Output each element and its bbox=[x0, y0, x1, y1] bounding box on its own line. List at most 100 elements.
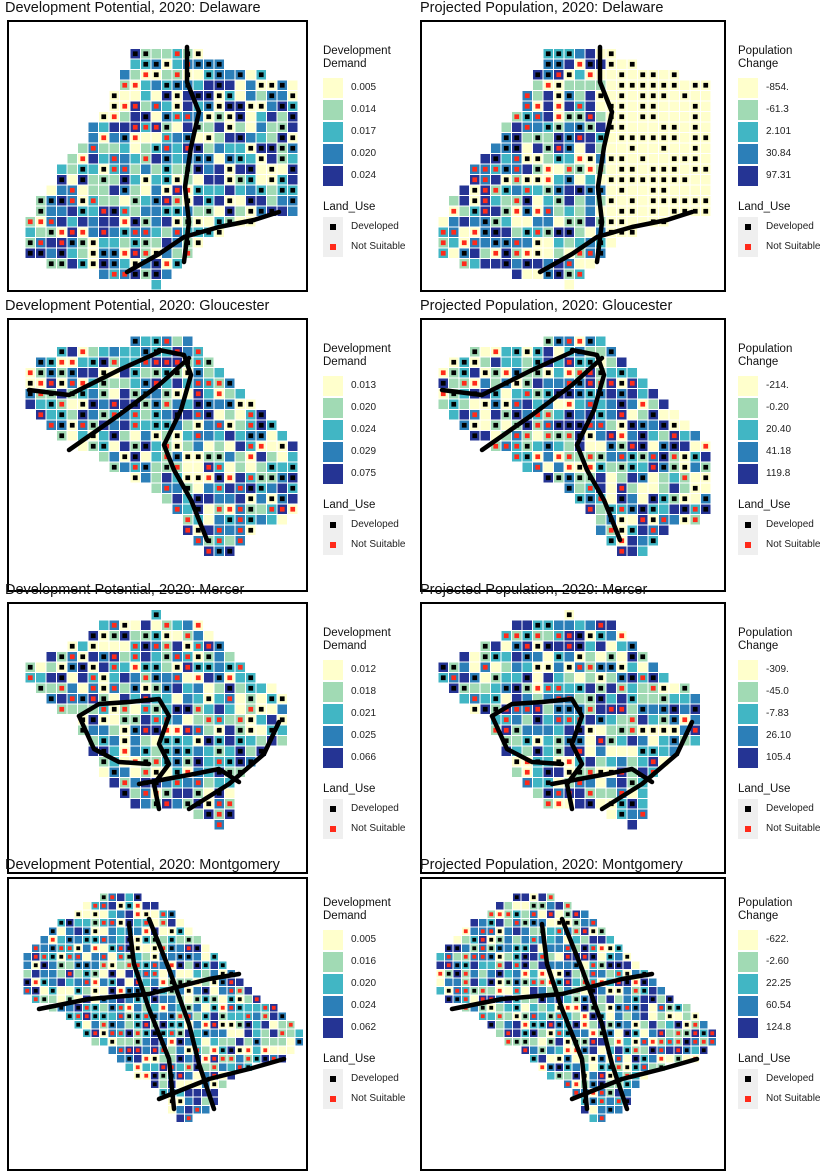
developed-marker bbox=[59, 349, 65, 355]
developed-marker bbox=[27, 240, 33, 246]
grid-cell bbox=[575, 694, 585, 704]
grid-cell bbox=[615, 1029, 623, 1037]
grid-cell bbox=[521, 987, 529, 995]
developed-marker bbox=[503, 250, 509, 256]
developed-marker bbox=[451, 401, 457, 407]
grid-cell bbox=[67, 704, 77, 714]
not-suitable-marker bbox=[127, 963, 132, 968]
developed-marker bbox=[143, 380, 149, 386]
grid-cell bbox=[108, 927, 116, 935]
developed-marker bbox=[67, 1014, 72, 1019]
developed-marker bbox=[279, 145, 285, 151]
legend-swatch bbox=[323, 682, 343, 702]
not-suitable-marker bbox=[451, 229, 457, 235]
grid-cell bbox=[501, 196, 511, 206]
panel-title: Development Potential, 2020: Gloucester bbox=[5, 298, 270, 314]
grid-cell bbox=[585, 259, 595, 269]
not-suitable-marker bbox=[93, 980, 98, 985]
not-suitable-marker bbox=[169, 1031, 174, 1036]
developed-marker bbox=[523, 1014, 528, 1019]
grid-cell bbox=[659, 431, 669, 441]
developed-marker bbox=[27, 664, 33, 670]
legend-row: -45.0 bbox=[738, 681, 818, 703]
grid-cell bbox=[581, 1055, 589, 1063]
developed-marker bbox=[84, 929, 89, 934]
grid-cell bbox=[141, 80, 151, 90]
gloucester-grid bbox=[438, 336, 711, 556]
not-suitable-marker bbox=[59, 240, 65, 246]
not-suitable-marker bbox=[161, 912, 166, 917]
grid-cell bbox=[99, 143, 109, 153]
developed-marker bbox=[220, 963, 225, 968]
developed-marker bbox=[185, 706, 191, 712]
developed-marker bbox=[174, 177, 180, 183]
developed-marker bbox=[206, 103, 212, 109]
grid-cell bbox=[598, 1038, 606, 1046]
grid-cell bbox=[512, 736, 522, 746]
grid-cell bbox=[202, 970, 210, 978]
not-suitable-marker bbox=[237, 538, 243, 544]
developed-marker bbox=[59, 177, 65, 183]
developed-marker bbox=[76, 988, 81, 993]
grid-cell bbox=[277, 452, 287, 462]
grid-cell bbox=[504, 961, 512, 969]
developed-marker bbox=[535, 349, 541, 355]
developed-marker bbox=[587, 696, 593, 702]
grid-cell bbox=[25, 399, 35, 409]
grid-cell bbox=[235, 494, 245, 504]
developed-marker bbox=[203, 963, 208, 968]
not-suitable-marker bbox=[524, 433, 530, 439]
grid-cell bbox=[214, 164, 224, 174]
not-suitable-marker bbox=[248, 475, 254, 481]
grid-cell bbox=[88, 736, 98, 746]
grid-cell bbox=[617, 641, 627, 651]
grid-cell bbox=[74, 919, 82, 927]
grid-cell bbox=[57, 927, 65, 935]
developed-marker bbox=[216, 643, 222, 649]
developed-marker bbox=[535, 748, 541, 754]
grid-cell bbox=[288, 494, 298, 504]
developed-marker bbox=[254, 1056, 259, 1061]
grid-cell bbox=[491, 143, 501, 153]
developed-marker bbox=[174, 219, 180, 225]
developed-marker bbox=[482, 370, 488, 376]
legend-row: 0.024 bbox=[323, 419, 403, 441]
grid-cell bbox=[159, 1055, 167, 1063]
developed-marker bbox=[59, 654, 65, 660]
not-suitable-marker bbox=[122, 82, 128, 88]
legend-row: 20.40 bbox=[738, 419, 818, 441]
developed-marker bbox=[101, 1014, 106, 1019]
grid-cell bbox=[598, 987, 606, 995]
not-suitable-marker bbox=[629, 717, 635, 723]
grid-cell bbox=[256, 736, 266, 746]
grid-cell bbox=[449, 196, 459, 206]
developed-marker bbox=[633, 1022, 638, 1027]
not-suitable-marker bbox=[616, 1039, 621, 1044]
grid-cell bbox=[627, 820, 637, 830]
developed-marker bbox=[472, 988, 477, 993]
not-suitable-marker bbox=[144, 1056, 149, 1061]
grid-cell bbox=[638, 206, 648, 216]
not-suitable-marker bbox=[599, 1090, 604, 1095]
not-suitable-marker bbox=[38, 240, 44, 246]
legend-value: 0.018 bbox=[351, 686, 377, 697]
developed-marker bbox=[93, 971, 98, 976]
developed-marker bbox=[101, 748, 107, 754]
not-suitable-marker bbox=[451, 675, 457, 681]
grid-cell bbox=[99, 217, 109, 227]
developed-marker bbox=[127, 1031, 132, 1036]
grid-cell bbox=[669, 483, 679, 493]
developed-marker bbox=[227, 422, 233, 428]
not-suitable-marker bbox=[482, 198, 488, 204]
not-suitable-marker bbox=[161, 946, 166, 951]
developed-marker bbox=[76, 946, 81, 951]
red-square-marker bbox=[745, 1096, 751, 1102]
developed-marker bbox=[153, 370, 159, 376]
grid-cell bbox=[538, 1012, 546, 1020]
not-suitable-marker bbox=[650, 759, 656, 765]
developed-marker bbox=[269, 145, 275, 151]
developed-marker bbox=[514, 980, 519, 985]
grid-cell bbox=[235, 473, 245, 483]
developed-marker bbox=[132, 271, 138, 277]
developed-marker bbox=[693, 1014, 698, 1019]
